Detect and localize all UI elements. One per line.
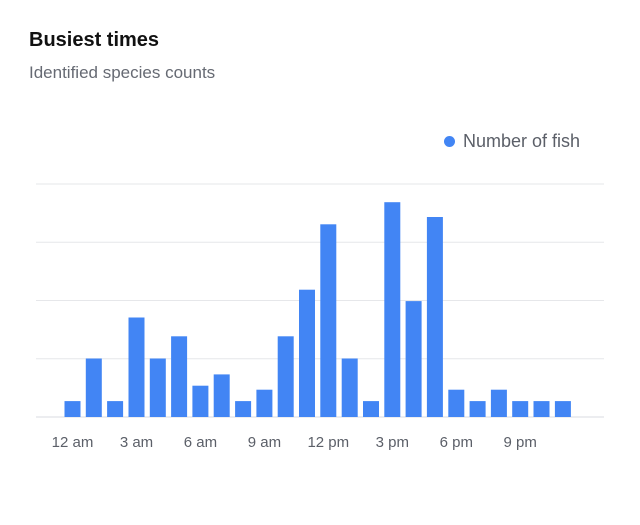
legend-label: Number of fish [463,131,581,151]
bars [64,202,571,418]
bar-3-am[interactable] [128,317,145,418]
x-tick-label: 12 am [52,434,94,451]
bar-12-pm[interactable] [320,224,337,417]
legend-dot-icon [444,136,455,147]
bar-2-am[interactable] [107,401,124,417]
bar-8-am[interactable] [235,401,252,417]
bar-1-pm[interactable] [341,358,358,418]
x-tick-label: 12 pm [307,434,349,451]
bar-1-am[interactable] [85,358,102,418]
chart-subtitle: Identified species counts [29,63,216,82]
x-tick-label: 3 pm [376,434,409,451]
bar-11-pm[interactable] [554,401,571,417]
grid-lines [36,183,604,418]
bar-12-am[interactable] [64,401,81,417]
bar-5-pm[interactable] [426,217,443,417]
bar-6-am[interactable] [192,385,209,417]
chart-legend[interactable]: Number of fish [444,131,580,152]
bar-4-pm[interactable] [405,301,422,417]
x-tick-label: 3 am [120,434,153,451]
x-axis-tick-labels: 12 am 3 am 6 am 9 am 12 pm 3 pm 6 pm 9 pm [52,434,537,451]
bar-5-am[interactable] [171,336,188,417]
bar-10-am[interactable] [277,336,294,417]
chart-title: Busiest times [29,29,160,51]
x-tick-label: 6 pm [440,434,473,451]
bar-6-pm[interactable] [448,389,465,417]
x-tick-label: 9 pm [504,434,537,451]
x-tick-label: 9 am [248,434,281,451]
bar-9-pm[interactable] [512,401,529,417]
bar-11-am[interactable] [299,289,315,417]
bar-7-am[interactable] [213,374,230,417]
bar-7-pm[interactable] [469,401,486,417]
bar-4-am[interactable] [149,358,166,418]
bar-3-pm[interactable] [384,202,401,417]
bar-8-pm[interactable] [490,389,507,417]
bar-9-am[interactable] [256,389,273,417]
x-tick-label: 6 am [184,434,217,451]
bar-2-pm[interactable] [363,401,379,417]
bar-10-pm[interactable] [533,401,550,417]
